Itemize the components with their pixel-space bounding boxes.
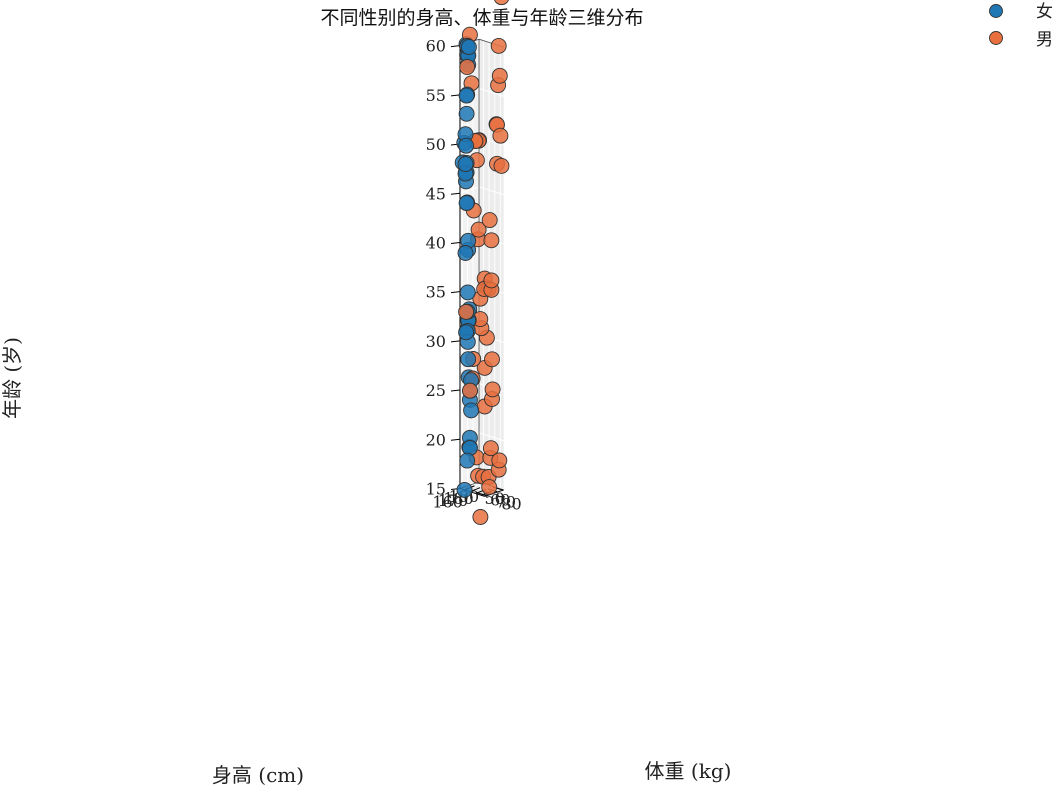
z-tick-mark bbox=[450, 340, 461, 343]
legend-marker-male bbox=[989, 31, 1003, 45]
z-tick-mark bbox=[450, 438, 461, 441]
z-tick-label: 25 bbox=[426, 381, 446, 400]
z-tick-label: 15 bbox=[426, 479, 446, 498]
z-tick-label: 45 bbox=[426, 184, 446, 203]
point-female bbox=[458, 324, 475, 341]
z-tick-mark bbox=[450, 389, 461, 392]
x-axis-title: 身高 (cm) bbox=[212, 763, 304, 787]
point-male bbox=[493, 157, 510, 174]
pane-weight-age bbox=[479, 39, 504, 490]
z-tick-mark bbox=[450, 192, 461, 195]
point-female bbox=[458, 105, 475, 122]
point-male bbox=[481, 212, 498, 229]
legend-label-male: 男 bbox=[1036, 30, 1053, 50]
point-female bbox=[456, 481, 473, 498]
y-axis-title: 体重 (kg) bbox=[645, 759, 732, 783]
z-tick-mark bbox=[450, 94, 461, 97]
z-tick-label: 60 bbox=[426, 37, 446, 56]
point-female bbox=[459, 452, 476, 469]
point-female bbox=[460, 351, 477, 368]
x-tick-label: 160 bbox=[432, 493, 463, 512]
point-female bbox=[458, 87, 475, 104]
point-male bbox=[494, 0, 509, 6]
y-tick-label: 80 bbox=[501, 494, 521, 513]
point-female bbox=[458, 137, 475, 154]
point-male bbox=[470, 221, 487, 238]
point-male bbox=[458, 303, 475, 320]
legend-label-female: 女 bbox=[1036, 2, 1053, 22]
point-male bbox=[491, 67, 508, 84]
point-male bbox=[482, 440, 499, 457]
z-tick-mark bbox=[450, 291, 461, 294]
legend-marker-female bbox=[989, 4, 1003, 18]
z-tick-label: 55 bbox=[426, 86, 446, 105]
point-male bbox=[481, 479, 498, 496]
y-tick-label: 70 bbox=[496, 493, 516, 512]
y-tick-label: 60 bbox=[490, 491, 510, 510]
point-male bbox=[472, 509, 489, 525]
point-male bbox=[459, 59, 476, 75]
point-female bbox=[458, 195, 475, 212]
z-tick-mark bbox=[450, 241, 461, 244]
point-male bbox=[483, 272, 500, 289]
point-male bbox=[484, 351, 500, 368]
point-female bbox=[457, 245, 474, 261]
z-tick-label: 40 bbox=[426, 233, 446, 252]
data-points bbox=[454, 0, 510, 525]
z-tick-label: 20 bbox=[426, 430, 446, 449]
point-female bbox=[459, 284, 476, 301]
point-male bbox=[462, 382, 478, 399]
point-male bbox=[490, 37, 507, 54]
point-male bbox=[491, 452, 508, 469]
z-tick-mark bbox=[450, 45, 461, 48]
point-female bbox=[457, 156, 474, 173]
point-female bbox=[463, 402, 480, 419]
z-tick-label: 30 bbox=[426, 332, 446, 351]
z-tick-label: 35 bbox=[426, 283, 446, 302]
point-male bbox=[484, 381, 501, 398]
point-female bbox=[460, 39, 477, 56]
point-male bbox=[483, 232, 500, 249]
z-axis-title: 年龄 (岁) bbox=[0, 337, 24, 419]
x-tick-mark bbox=[476, 492, 488, 497]
z-tick-label: 50 bbox=[426, 135, 446, 154]
legend: 女 男 bbox=[989, 2, 1053, 50]
point-male bbox=[492, 127, 509, 144]
chart-title: 不同性别的身高、体重与年龄三维分布 bbox=[320, 7, 643, 29]
